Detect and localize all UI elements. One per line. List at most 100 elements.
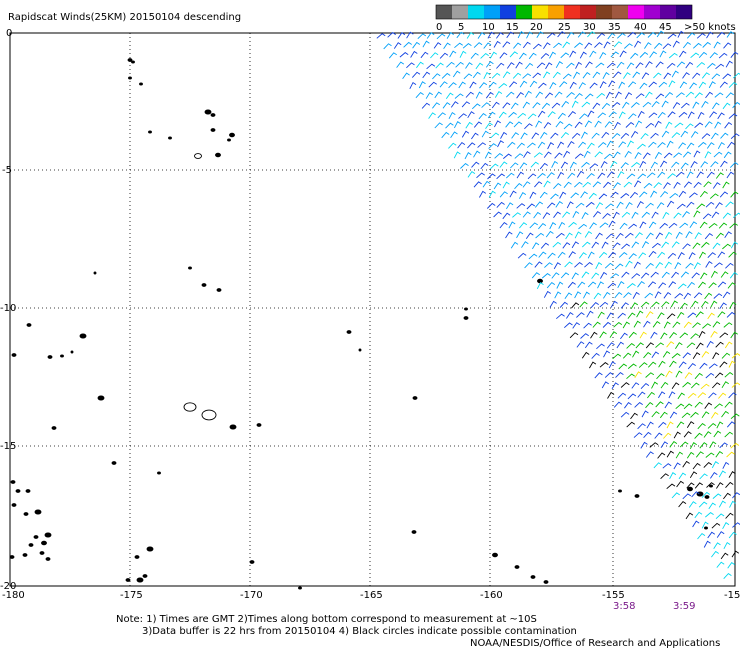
wind-barb (573, 181, 583, 188)
wind-barb (661, 130, 670, 138)
wind-barb (538, 82, 547, 89)
wind-barb (601, 131, 610, 139)
wind-barb (617, 392, 627, 399)
wind-barb (698, 281, 706, 289)
wind-barb (714, 121, 722, 129)
wind-barb (668, 222, 678, 229)
wind-barb (532, 43, 542, 50)
wind-barb (434, 91, 442, 99)
wind-barb (543, 71, 551, 79)
wind-barb (650, 132, 659, 139)
wind-barb (635, 62, 644, 69)
wind-barb (732, 492, 740, 499)
wind-barb (516, 203, 526, 209)
wind-barb (567, 281, 576, 289)
island-outline (97, 395, 105, 401)
wind-barb (527, 113, 537, 120)
wind-barb (708, 392, 717, 399)
wind-barb (648, 221, 657, 229)
wind-barb (732, 522, 740, 528)
wind-barb (657, 111, 666, 119)
wind-barb (576, 170, 585, 178)
wind-barb (719, 191, 729, 198)
wind-barb (678, 472, 687, 480)
wind-barb (632, 71, 641, 78)
wind-barb (711, 550, 719, 558)
wind-barb (591, 241, 600, 249)
wind-barb (720, 552, 729, 560)
wind-barb (477, 142, 486, 148)
wind-barb (618, 81, 626, 89)
wind-barb (701, 72, 710, 79)
wind-barb (682, 243, 691, 250)
wind-barb (645, 122, 655, 129)
wind-barb (432, 102, 440, 109)
wind-barb (626, 283, 636, 289)
wind-barb (417, 33, 427, 40)
wind-barb (478, 113, 487, 120)
wind-barb (709, 111, 717, 118)
wind-barb (617, 281, 625, 289)
wind-barb (643, 182, 653, 189)
wind-barb (611, 133, 621, 139)
wind-barb (579, 301, 588, 308)
wind-barb (667, 33, 677, 39)
wind-barb (640, 441, 648, 449)
wind-barb (502, 71, 511, 78)
wind-barb (659, 222, 668, 229)
wind-barb (647, 361, 657, 368)
wind-barb (715, 202, 723, 209)
wind-barb (663, 72, 672, 80)
wind-barb (426, 32, 435, 39)
wind-barb (524, 262, 533, 269)
wind-barb (546, 172, 555, 179)
wind-barb (514, 153, 524, 159)
island-outline (125, 578, 131, 582)
wind-barb (531, 132, 540, 139)
wind-barb (664, 401, 672, 409)
wind-barb (640, 133, 649, 140)
wind-barb (566, 62, 575, 69)
wind-barb (713, 151, 723, 158)
wind-barb (556, 313, 565, 320)
wind-barb (619, 222, 628, 230)
island-outline (142, 574, 148, 578)
wind-barb (663, 152, 673, 159)
wind-barb (711, 461, 719, 469)
wind-barb (387, 32, 396, 38)
wind-barb (597, 311, 605, 319)
island-outline (10, 480, 16, 484)
wind-barb (696, 171, 704, 179)
wind-barb (659, 411, 668, 419)
wind-barb (589, 82, 598, 89)
wind-barb (658, 81, 668, 88)
wind-barb (507, 141, 516, 148)
latitude-label: -15 (0, 441, 16, 452)
wind-barb (679, 222, 689, 229)
wind-barb (654, 151, 662, 159)
wind-barb (605, 203, 615, 209)
latitude-tick-labels: 0 -5 -10 -15 -20 (0, 28, 16, 592)
wind-barb (566, 92, 575, 98)
wind-barb (657, 452, 666, 459)
wind-barb (671, 271, 680, 279)
wind-barb (697, 141, 707, 148)
wind-barb (650, 190, 658, 198)
island-outline (157, 471, 161, 475)
island-outline (79, 333, 87, 339)
wind-barb (574, 262, 583, 268)
island-outline (530, 575, 536, 579)
wind-barb (410, 50, 418, 58)
wind-barb (628, 253, 637, 260)
wind-barb (673, 181, 681, 189)
wind-barb (666, 421, 674, 429)
wind-barb (471, 161, 480, 168)
wind-barb (442, 102, 451, 109)
wind-barb (695, 311, 704, 318)
wind-barb (545, 62, 553, 70)
wind-barb (620, 411, 630, 418)
island-outline (543, 580, 549, 584)
wind-barb (411, 71, 421, 78)
wind-barb (655, 342, 664, 348)
wind-barb (604, 372, 614, 378)
